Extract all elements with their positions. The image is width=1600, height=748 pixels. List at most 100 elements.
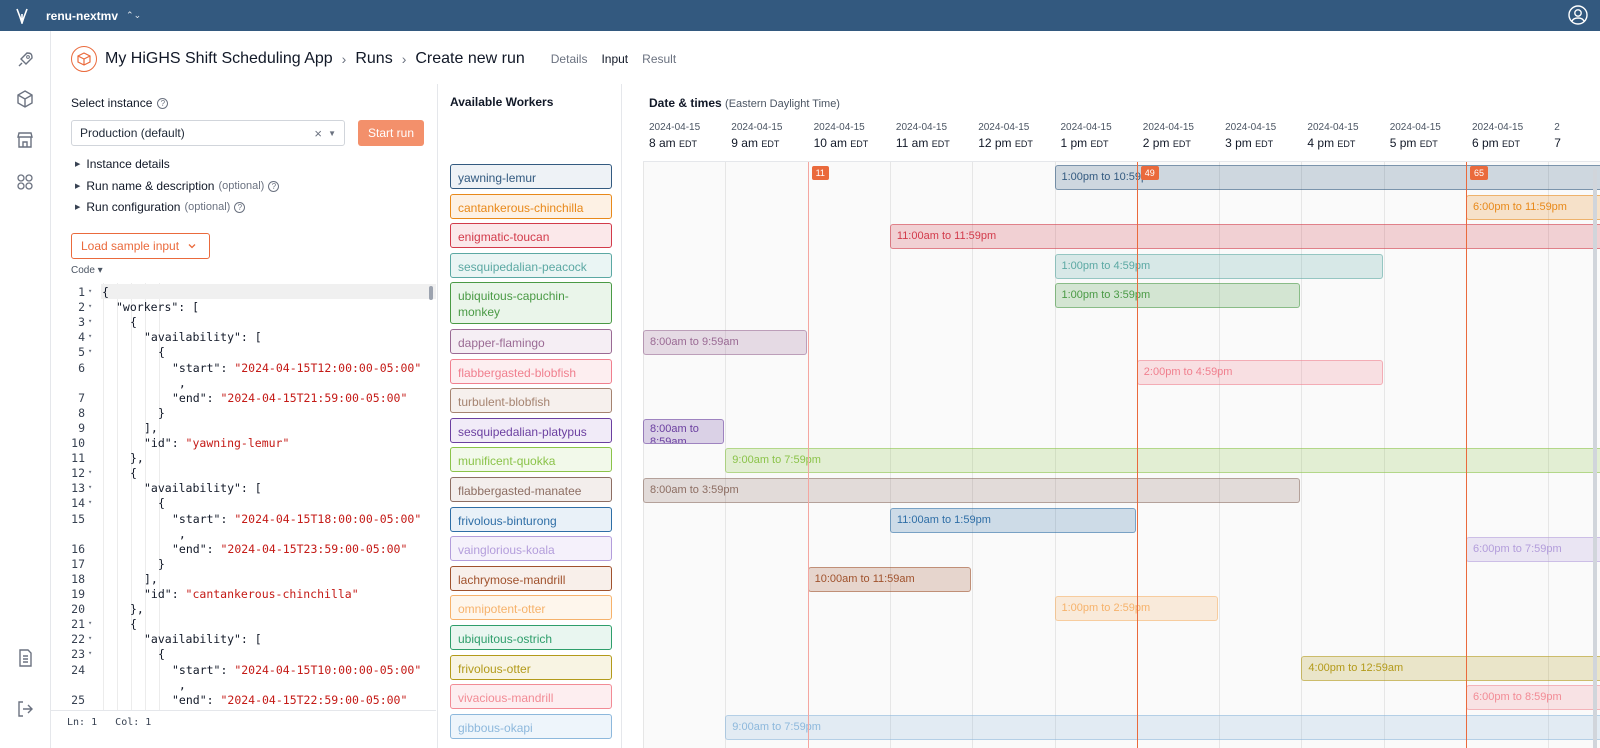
run-config-panel: Select instance ? Production (default) ×…: [71, 96, 431, 276]
cube-icon[interactable]: [13, 87, 37, 111]
worker-chip[interactable]: cantankerous-chinchilla: [450, 193, 612, 219]
editor-scrollbar[interactable]: [429, 286, 433, 300]
hour-date: 2024-04-15: [1060, 122, 1112, 133]
breadcrumb-app[interactable]: My HiGHS Shift Scheduling App: [105, 50, 333, 67]
shift-bar[interactable]: 8:00am to 3:59pm: [643, 478, 1301, 503]
timeline-subtitle: (Eastern Daylight Time): [725, 98, 840, 110]
tab-input[interactable]: Input: [601, 52, 629, 66]
worker-chip[interactable]: yawning-lemur: [450, 164, 612, 189]
nextmv-logo-icon[interactable]: [0, 8, 44, 24]
line-number: 19: [71, 587, 85, 601]
apps-grid-icon[interactable]: [13, 170, 37, 194]
account-name[interactable]: renu-nextmv: [46, 8, 119, 23]
json-punct: },: [130, 451, 144, 466]
start-run-button[interactable]: Start run: [358, 120, 424, 146]
worker-chip[interactable]: flabbergasted-blobfish: [450, 358, 612, 384]
hour-time: 11 am EDT: [895, 136, 950, 150]
fold-caret-icon[interactable]: ▾: [88, 468, 93, 477]
json-code-editor[interactable]: 1 ▾{2 ▾ "workers": [3 ▾{4 ▾ "availability": [5…: [51, 283, 436, 710]
help-icon[interactable]: ?: [234, 201, 246, 213]
shift-bar[interactable]: 8:00am to 8:59am: [643, 418, 725, 444]
shift-bar[interactable]: 6:00pm to 8:59pm: [1466, 685, 1600, 711]
worker-chip[interactable]: enigmatic-toucan: [450, 223, 612, 249]
breadcrumb-separator-icon: ›: [341, 51, 347, 67]
docs-icon[interactable]: [13, 646, 37, 670]
marketplace-icon[interactable]: [13, 128, 37, 152]
shift-bar[interactable]: 11:00am to 11:59pm: [889, 224, 1600, 250]
shift-bar[interactable]: 9:00am to 7:59pm: [725, 714, 1600, 740]
worker-chip[interactable]: ubiquitous-capuchin-monkey: [450, 282, 612, 325]
code-text: "end": "2024-04-15T23:59:00-05:00": [172, 542, 407, 556]
worker-chip[interactable]: ubiquitous-ostrich: [450, 625, 612, 650]
assignment-count-badge[interactable]: 49: [1140, 166, 1159, 180]
account-switch-icon[interactable]: ⌃⌄: [126, 10, 142, 20]
shift-bar[interactable]: 1:00pm to 4:59pm: [1054, 253, 1383, 279]
hour-time: 5 pm EDT: [1389, 136, 1438, 150]
worker-chip[interactable]: flabbergasted-manatee: [450, 477, 612, 502]
worker-chip[interactable]: frivolous-binturong: [450, 506, 612, 532]
run-configuration-accordion[interactable]: ▶ Run configuration (optional) ?: [75, 200, 246, 214]
fold-caret-icon[interactable]: ▾: [88, 619, 93, 628]
fold-caret-icon[interactable]: ▾: [88, 649, 93, 658]
fold-caret-icon[interactable]: ▾: [88, 287, 93, 295]
instance-details-accordion[interactable]: ▶ Instance details: [75, 157, 170, 171]
fold-caret-icon[interactable]: ▾: [88, 498, 93, 507]
line-number: 2: [78, 300, 85, 315]
hour-gridline: [643, 162, 644, 748]
shift-bar[interactable]: 9:00am to 7:59pm: [725, 448, 1600, 474]
help-icon[interactable]: ?: [268, 180, 280, 192]
worker-chip[interactable]: omnipotent-otter: [450, 595, 612, 621]
worker-chip[interactable]: lachrymose-mandrill: [450, 565, 612, 591]
worker-chip[interactable]: munificent-quokka: [450, 447, 612, 473]
worker-chip[interactable]: turbulent-blobfish: [450, 388, 612, 414]
worker-chip[interactable]: frivolous-otter: [450, 654, 612, 680]
assignment-count-badge[interactable]: 11: [811, 166, 829, 180]
json-key: "end":: [172, 692, 221, 707]
shift-bar[interactable]: 11:00am to 1:59pm: [889, 507, 1136, 533]
hour-label: 2024-04-15 5 pm EDT: [1390, 122, 1441, 150]
breadcrumb-runs[interactable]: Runs: [355, 50, 393, 67]
timeline-scrollbar[interactable]: [1593, 169, 1597, 748]
load-sample-input-button[interactable]: Load sample input: [71, 233, 210, 259]
json-punct: {: [130, 617, 137, 632]
worker-chip[interactable]: vainglorious-koala: [450, 536, 612, 562]
instance-select[interactable]: Production (default) × ▼: [71, 120, 345, 146]
shift-bar[interactable]: 6:00pm to 11:59pm: [1466, 194, 1600, 220]
worker-chip[interactable]: sesquipedalian-platypus: [450, 417, 612, 443]
shift-bar[interactable]: 10:00am to 11:59am: [807, 566, 972, 592]
help-icon[interactable]: ?: [157, 97, 169, 109]
run-name-accordion[interactable]: ▶ Run name & description (optional) ?: [75, 179, 280, 193]
worker-chip[interactable]: sesquipedalian-peacock: [450, 252, 612, 278]
shift-bar[interactable]: 2:00pm to 4:59pm: [1136, 359, 1383, 385]
hour-date: 2024-04-15: [978, 122, 1030, 133]
fold-caret-icon[interactable]: ▾: [88, 634, 93, 643]
code-text: {: [130, 466, 137, 480]
clear-icon[interactable]: ×: [314, 125, 322, 141]
shift-bar[interactable]: 4:00pm to 12:59am: [1301, 655, 1600, 681]
logout-icon[interactable]: [13, 697, 37, 721]
code-toggle[interactable]: Code ▾: [71, 265, 103, 276]
top-bar: renu-nextmv ⌃⌄: [0, 0, 1600, 31]
chevron-down-icon[interactable]: ▼: [328, 128, 336, 138]
user-avatar-icon[interactable]: [1568, 5, 1588, 28]
assignment-count-badge[interactable]: 65: [1470, 166, 1489, 180]
fold-caret-icon[interactable]: ▾: [88, 347, 93, 356]
worker-chip[interactable]: gibbous-okapi: [450, 713, 612, 739]
tab-details[interactable]: Details: [550, 52, 588, 66]
shift-bar[interactable]: 1:00pm to 2:59pm: [1054, 596, 1219, 622]
worker-chip[interactable]: vivacious-mandrill: [450, 684, 612, 710]
tab-result[interactable]: Result: [642, 52, 677, 66]
optional-tag: (optional): [184, 201, 231, 213]
shift-bar[interactable]: 6:00pm to 7:59pm: [1466, 537, 1600, 563]
worker-chip[interactable]: dapper-flamingo: [450, 329, 612, 354]
fold-caret-icon[interactable]: ▾: [88, 483, 93, 492]
fold-caret-icon[interactable]: ▾: [88, 332, 93, 341]
shift-bar[interactable]: 8:00am to 9:59am: [643, 330, 807, 355]
fold-caret-icon[interactable]: ▾: [88, 302, 93, 311]
shift-bar[interactable]: 1:00pm to 3:59pm: [1054, 283, 1301, 309]
rocket-icon[interactable]: [13, 48, 37, 72]
fold-caret-icon[interactable]: ▾: [88, 317, 93, 326]
code-line: 23 ▾ {: [51, 647, 431, 662]
line-number: 24: [71, 662, 85, 677]
